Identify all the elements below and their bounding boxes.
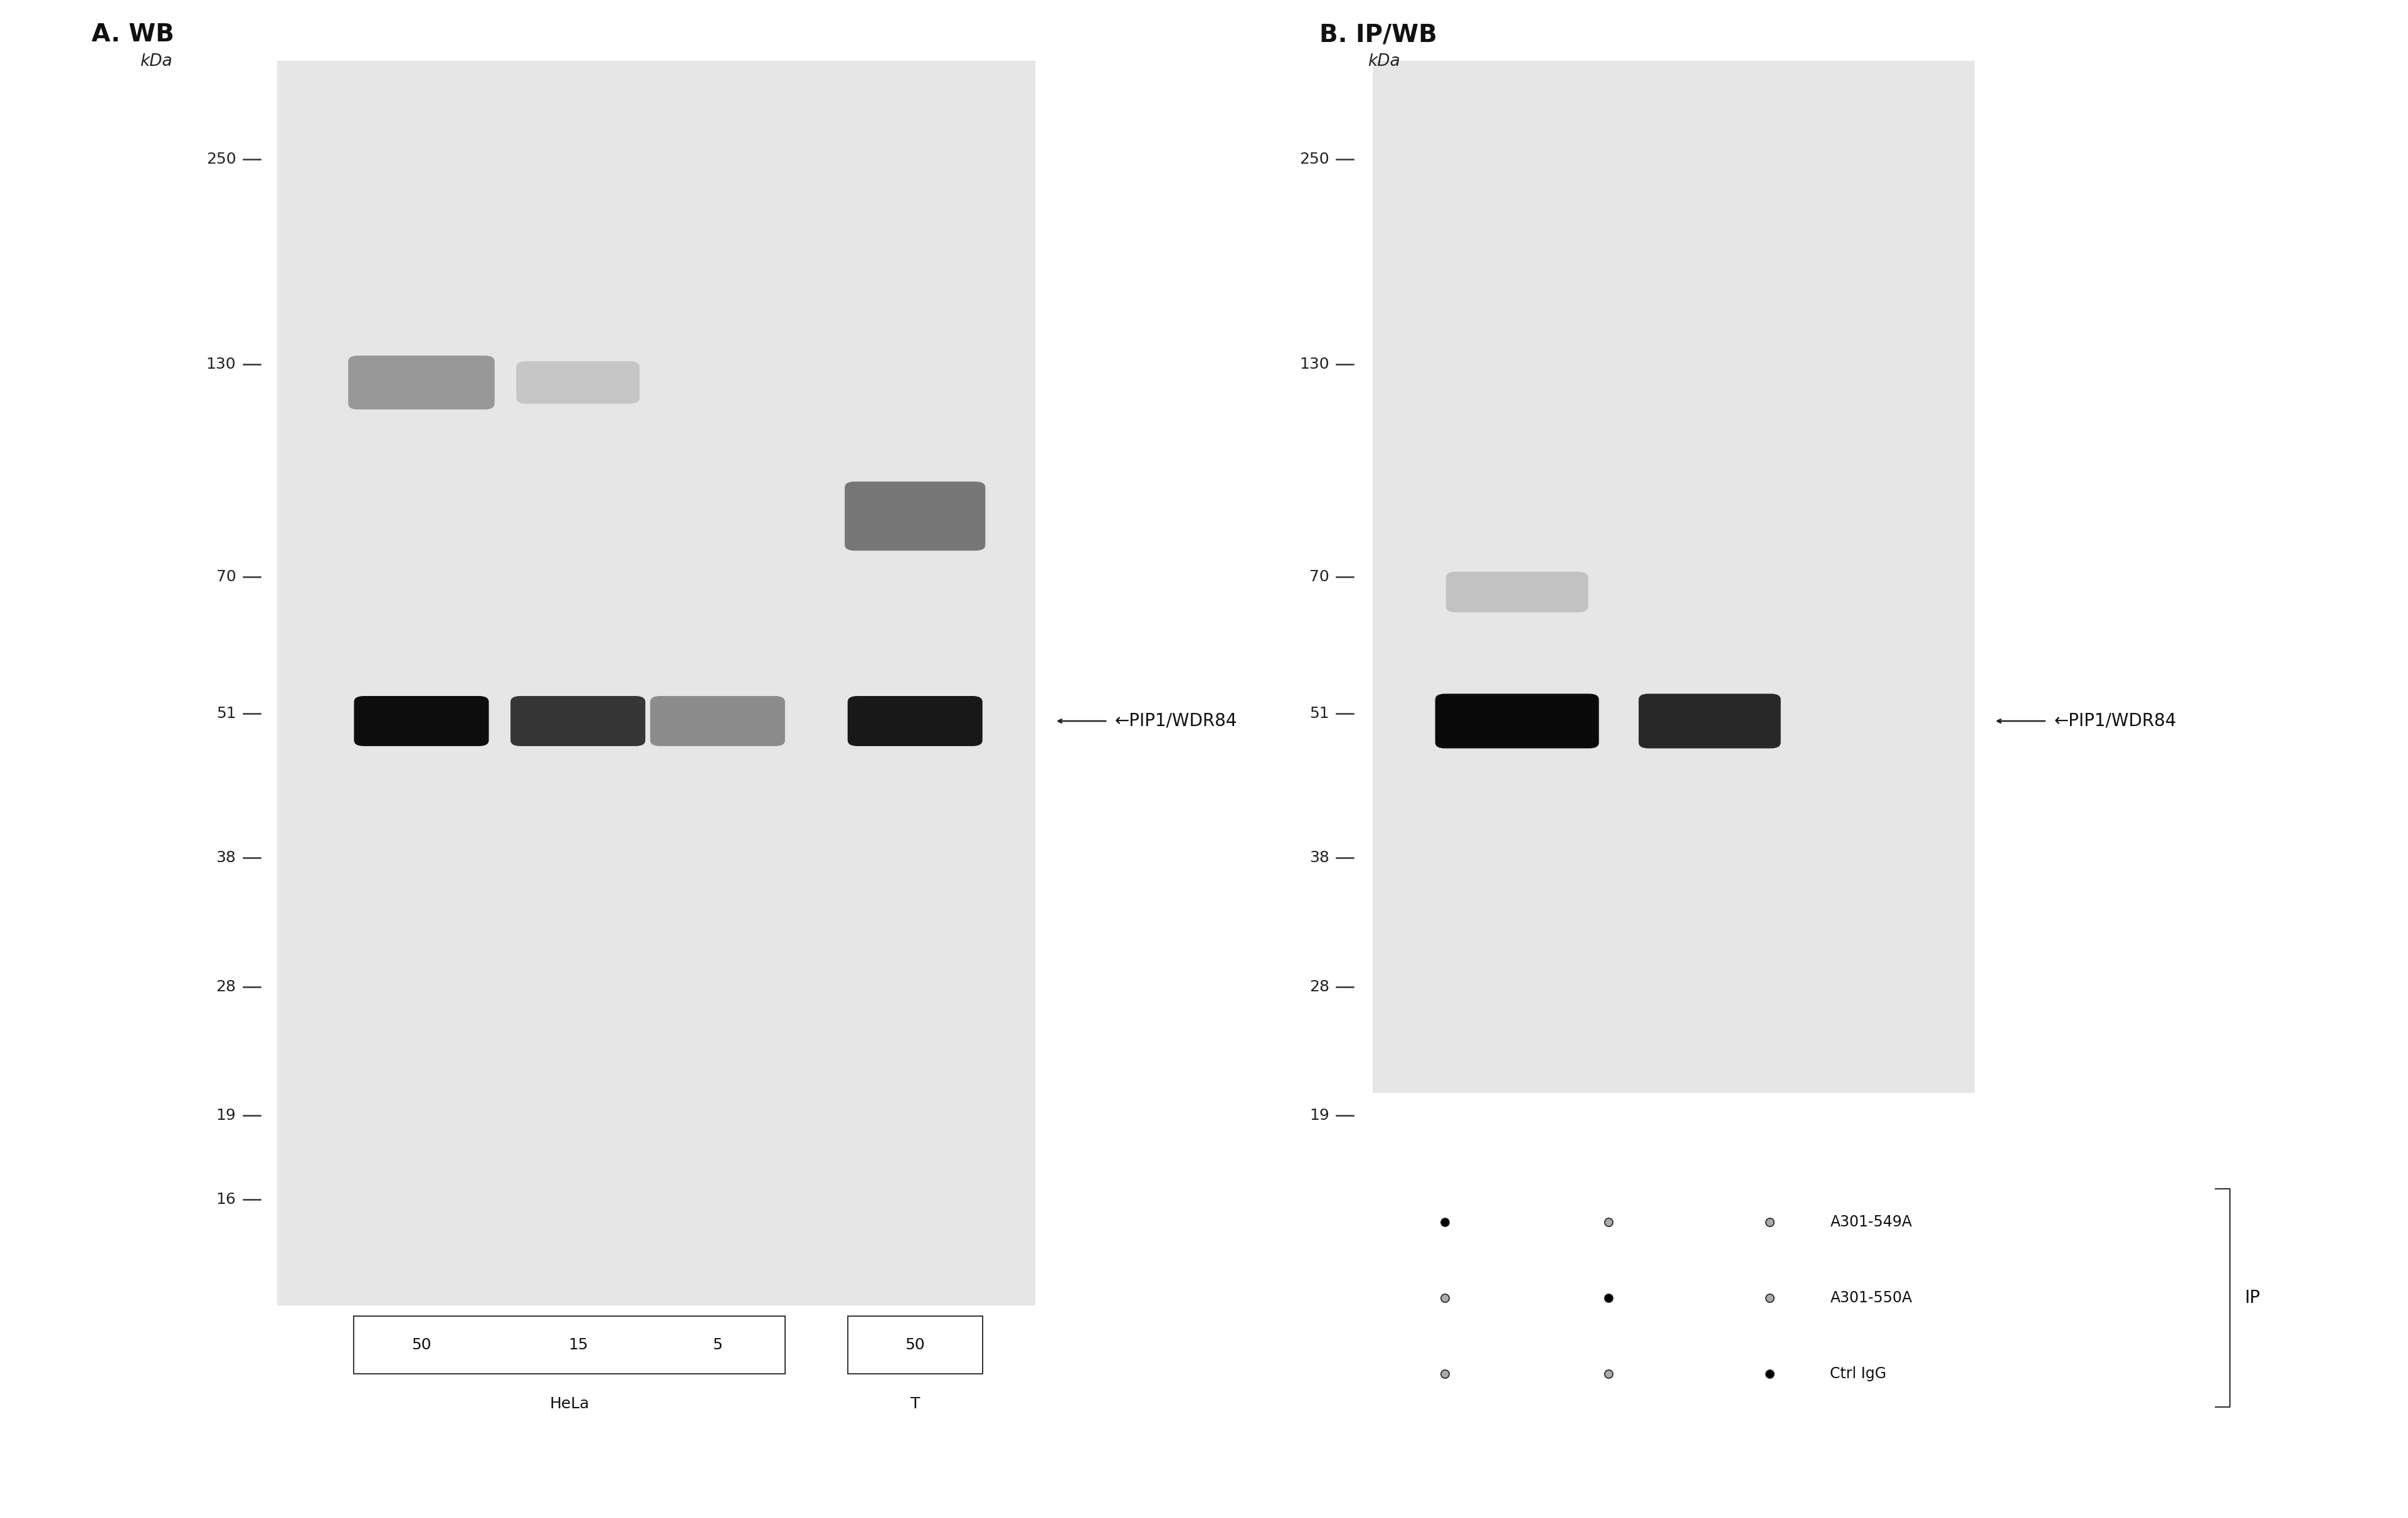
Text: 250: 250 — [1300, 152, 1329, 167]
Text: 28: 28 — [217, 979, 236, 994]
Text: IP: IP — [2244, 1289, 2261, 1307]
Text: B. IP/WB: B. IP/WB — [1320, 23, 1438, 47]
FancyBboxPatch shape — [650, 695, 785, 745]
FancyBboxPatch shape — [848, 695, 982, 745]
FancyBboxPatch shape — [510, 695, 645, 745]
FancyBboxPatch shape — [1435, 694, 1599, 748]
Bar — [354, 1316, 785, 1374]
Text: 70: 70 — [1310, 569, 1329, 584]
Text: kDa: kDa — [1368, 53, 1399, 70]
Point — [1426, 1210, 1464, 1234]
Text: 38: 38 — [1310, 850, 1329, 865]
Point — [1751, 1210, 1789, 1234]
Point — [1751, 1362, 1789, 1386]
Text: 5: 5 — [713, 1337, 722, 1353]
Text: 38: 38 — [217, 850, 236, 865]
Text: ←PIP1/WDR84: ←PIP1/WDR84 — [2054, 712, 2177, 730]
Point — [1589, 1286, 1628, 1310]
Bar — [1373, 61, 1975, 1093]
Text: 130: 130 — [1300, 357, 1329, 372]
Point — [1589, 1210, 1628, 1234]
Text: 19: 19 — [1310, 1108, 1329, 1123]
FancyBboxPatch shape — [845, 481, 985, 551]
FancyBboxPatch shape — [1637, 694, 1782, 748]
Text: A301-549A: A301-549A — [1830, 1214, 1912, 1230]
Point — [1426, 1286, 1464, 1310]
Text: 28: 28 — [1310, 979, 1329, 994]
Text: 15: 15 — [568, 1337, 588, 1353]
FancyBboxPatch shape — [349, 355, 494, 410]
Text: HeLa: HeLa — [549, 1397, 590, 1412]
FancyBboxPatch shape — [515, 361, 641, 404]
Bar — [277, 61, 1035, 1305]
Point — [1426, 1362, 1464, 1386]
Bar — [848, 1316, 982, 1374]
Text: Ctrl IgG: Ctrl IgG — [1830, 1366, 1885, 1381]
Text: T: T — [910, 1397, 920, 1412]
FancyBboxPatch shape — [354, 695, 489, 745]
Text: 50: 50 — [412, 1337, 431, 1353]
Text: A301-550A: A301-550A — [1830, 1290, 1912, 1305]
Text: 19: 19 — [217, 1108, 236, 1123]
Text: 70: 70 — [217, 569, 236, 584]
FancyBboxPatch shape — [1445, 572, 1589, 612]
Text: 250: 250 — [207, 152, 236, 167]
Point — [1589, 1362, 1628, 1386]
Text: 16: 16 — [217, 1192, 236, 1207]
Text: kDa: kDa — [140, 53, 171, 70]
Text: A. WB: A. WB — [92, 23, 173, 47]
Text: 51: 51 — [217, 706, 236, 721]
Text: 130: 130 — [207, 357, 236, 372]
Point — [1751, 1286, 1789, 1310]
Text: 50: 50 — [905, 1337, 925, 1353]
Text: ←PIP1/WDR84: ←PIP1/WDR84 — [1115, 712, 1238, 730]
Text: 51: 51 — [1310, 706, 1329, 721]
